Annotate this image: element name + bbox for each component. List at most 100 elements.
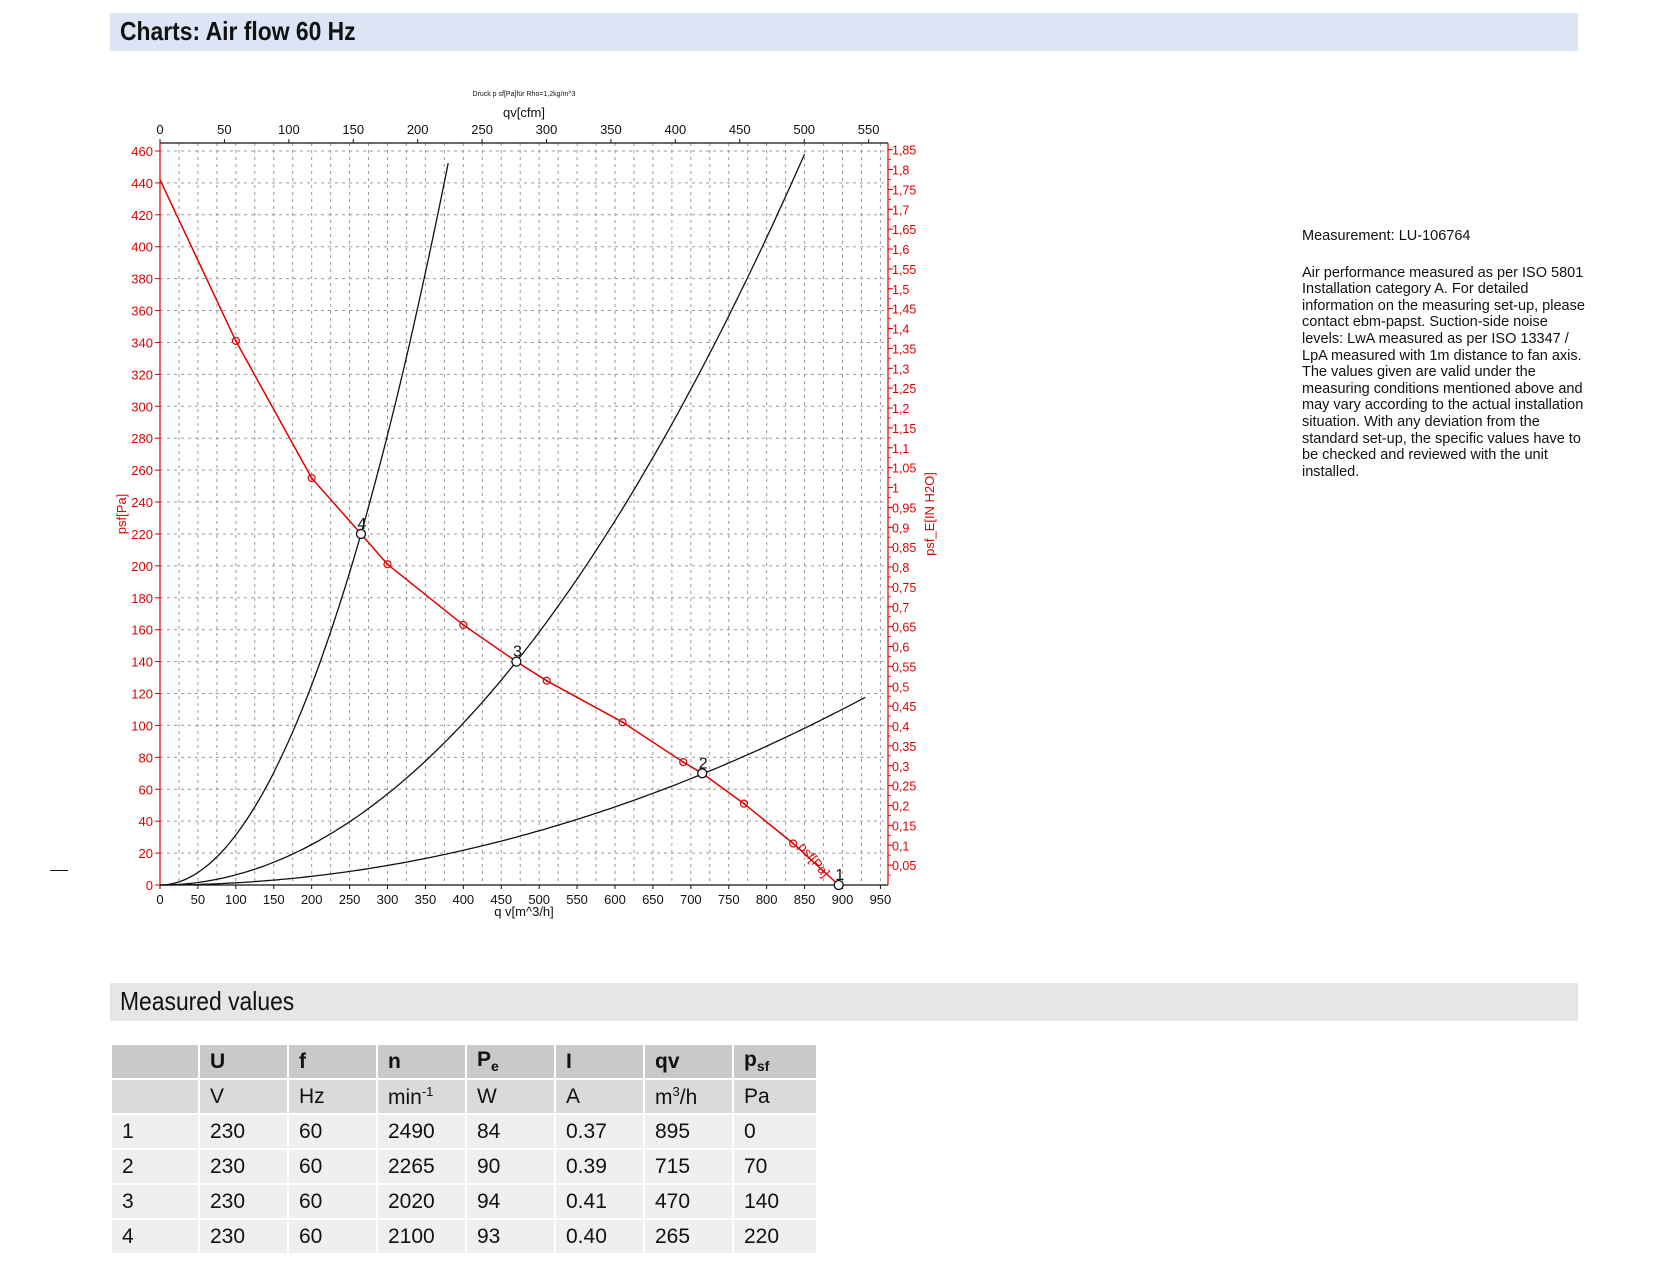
x-tick-label: 350 (415, 892, 437, 907)
measured-values-table: U f n Pe I qv psf V Hz min-1 W A m3/h Pa… (110, 1043, 818, 1255)
y-axis-title: psf[Pa] (114, 494, 129, 534)
x-tick-label: 500 (528, 892, 550, 907)
table-cell: 2020 (378, 1185, 465, 1218)
measurement-notes: Measurement: LU-106764 Air performance m… (1302, 228, 1592, 500)
unit-cell-m3h: m3/h (645, 1080, 732, 1113)
x-axis-title: q v[m^3/h] (494, 904, 554, 919)
y2-tick-label: 1,6 (892, 243, 909, 257)
fan-curve-marker-dot (386, 563, 389, 566)
table-cell: 230 (200, 1115, 287, 1148)
operating-point-label: 2 (699, 755, 708, 772)
table-cell: 4 (112, 1220, 198, 1253)
table-cell: 0 (734, 1115, 816, 1148)
table-cell: 230 (200, 1185, 287, 1218)
fan-curve-marker (542, 676, 551, 685)
measured-section-title: Measured values (120, 986, 295, 1016)
x-tick-label: 550 (566, 892, 588, 907)
y2-tick-label: 0,7 (892, 601, 909, 615)
y2-tick-label: 0,75 (892, 581, 916, 595)
y2-tick-label: 1,15 (892, 422, 916, 436)
y-tick-label: 420 (131, 208, 153, 223)
y2-tick-label: 0,5 (892, 680, 909, 694)
y-tick-label: 100 (131, 718, 153, 733)
table-cell: 60 (289, 1150, 376, 1183)
fan-curve-line (159, 179, 840, 886)
x2-tick-label: 350 (600, 122, 622, 137)
fan-curve-marker (383, 560, 392, 569)
y-tick-label: 180 (131, 591, 153, 606)
fan-curve-marker (459, 620, 468, 630)
y-tick-label: 360 (131, 304, 153, 319)
table-cell: 2100 (378, 1220, 465, 1253)
y2-tick-label: 0,95 (892, 501, 916, 515)
y2-tick-label: 1,1 (892, 442, 909, 456)
y2-tick-label: 1,5 (892, 283, 909, 297)
y-tick-label: 300 (131, 399, 153, 414)
system-curve-1 (159, 162, 449, 886)
x2-tick-label: 300 (536, 122, 558, 137)
table-row: 1 230 60 2490 84 0.37 895 0 (112, 1115, 816, 1148)
table-cell: 220 (734, 1220, 816, 1253)
table-cell: 0.39 (556, 1150, 643, 1183)
table-cell: 60 (289, 1185, 376, 1218)
y2-tick-label: 0,65 (892, 621, 916, 635)
y-tick-label: 120 (131, 687, 153, 702)
chart-section-title: Charts: Air flow 60 Hz (120, 16, 356, 46)
x2-tick-label: 0 (156, 122, 163, 137)
table-units-row: V Hz min-1 W A m3/h Pa (112, 1080, 816, 1113)
table-cell: 140 (734, 1185, 816, 1218)
y-tick-label: 320 (131, 367, 153, 382)
table-cell: 2 (112, 1150, 198, 1183)
y2-tick-label: 0,05 (892, 859, 916, 873)
table-cell: 265 (645, 1220, 732, 1253)
y2-tick-label: 0,9 (892, 521, 909, 535)
unit-cell: Hz (289, 1080, 376, 1113)
y2-tick-label: 1,85 (892, 144, 916, 158)
table-cell: 0.37 (556, 1115, 643, 1148)
table-cell: 2490 (378, 1115, 465, 1148)
unit-cell: A (556, 1080, 643, 1113)
x2-tick-label: 250 (471, 122, 493, 137)
y-tick-label: 160 (131, 623, 153, 638)
y2-tick-label: 0,55 (892, 660, 916, 674)
table-cell: 715 (645, 1150, 732, 1183)
x-tick-label: 400 (452, 892, 474, 907)
operating-point-label: 3 (513, 644, 522, 661)
y-tick-label: 80 (139, 750, 153, 765)
unit-cell: V (200, 1080, 287, 1113)
y-tick-label: 460 (131, 144, 153, 159)
fan-curve-marker (739, 799, 749, 808)
table-cell: 60 (289, 1220, 376, 1253)
x-tick-label: 450 (490, 892, 512, 907)
table-cell: 60 (289, 1115, 376, 1148)
x2-tick-label: 200 (407, 122, 429, 137)
fan-curve-marker (307, 473, 316, 483)
y2-tick-label: 0,85 (892, 541, 916, 555)
y2-tick-label: 1,3 (892, 362, 909, 376)
y2-tick-label: 0,8 (892, 561, 909, 575)
table-cell: 230 (200, 1150, 287, 1183)
operating-point-1 (833, 879, 844, 891)
y2-tick-label: 1 (892, 482, 899, 496)
measurement-description: Air performance measured as per ISO 5801… (1302, 264, 1585, 480)
y2-tick-label: 1,8 (892, 164, 909, 178)
table-cell: 470 (645, 1185, 732, 1218)
x-tick-label: 200 (301, 892, 323, 907)
y2-tick-label: 0,35 (892, 740, 916, 754)
table-header-row: U f n Pe I qv psf (112, 1045, 816, 1078)
table-row: 4 230 60 2100 93 0.40 265 220 (112, 1220, 816, 1253)
y2-tick-label: 1,7 (892, 203, 909, 217)
y2-tick-label: 0,3 (892, 760, 909, 774)
table-cell: 70 (734, 1150, 816, 1183)
y-tick-label: 340 (131, 335, 153, 350)
fan-curve-marker (231, 336, 240, 345)
table-row: 2 230 60 2265 90 0.39 715 70 (112, 1150, 816, 1183)
system-curve-2 (160, 153, 806, 886)
y2-tick-label: 0,15 (892, 819, 916, 833)
measured-section-header: Measured values (110, 983, 1578, 1021)
y-tick-label: 220 (131, 527, 153, 542)
table-cell: 93 (467, 1220, 554, 1253)
y2-tick-label: 1,4 (892, 323, 909, 337)
header-cell-n: n (378, 1045, 465, 1078)
margin-dash (50, 870, 68, 871)
